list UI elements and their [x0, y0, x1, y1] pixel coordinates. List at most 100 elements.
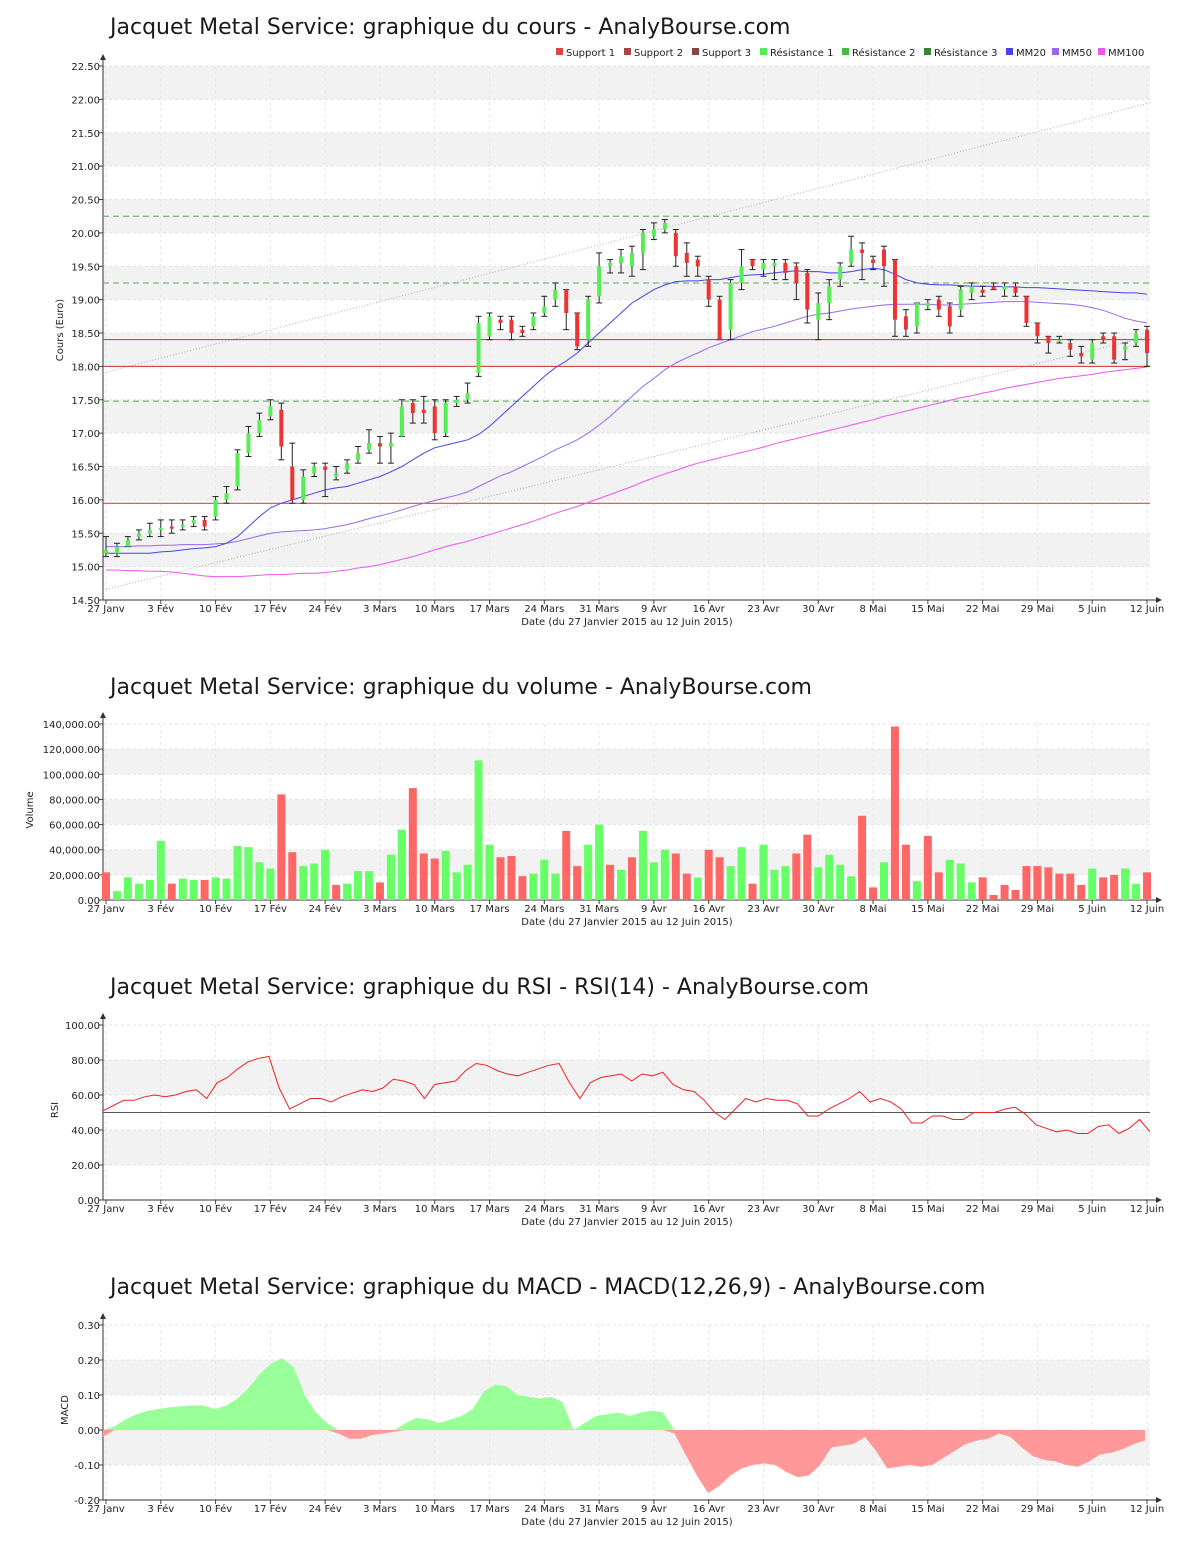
candle [486, 312, 493, 341]
legend-label: MM100 [1108, 48, 1144, 59]
macd-x-tick-label: 3 Mars [363, 1504, 397, 1515]
price-y-tick-label: 22.50 [71, 62, 100, 73]
rsi-y-tick-label: 80.00 [71, 1056, 100, 1067]
volume-bar [518, 876, 527, 900]
candle [1111, 332, 1118, 364]
volume-bar [112, 891, 121, 900]
volume-panel: 0.00 20,000.00 40,000.00 60,000.00 80,000.00… [43, 712, 1164, 915]
volume-bar [956, 863, 965, 900]
rsi-y-tick-label: 100.00 [65, 1021, 100, 1032]
candle-body [377, 443, 382, 447]
candle-body [925, 302, 930, 307]
price-y-tick-label: 19.00 [71, 296, 100, 307]
macd-y-label: MACD [60, 1395, 71, 1425]
volume-bar [617, 869, 626, 900]
candle [1133, 329, 1140, 347]
volume-bar [737, 847, 746, 900]
candle [650, 222, 657, 241]
candle-body [366, 443, 371, 450]
price-y-label: Cours (Euro) [55, 299, 66, 362]
macd-x-tick-label: 31 Mars [579, 1504, 619, 1515]
volume-bar [255, 862, 264, 900]
volume-bar [441, 850, 450, 900]
rsi-x-tick-label: 22 Mai [966, 1204, 999, 1215]
candle [409, 399, 416, 424]
volume-bar [638, 830, 647, 900]
candle [387, 432, 394, 464]
candle-body [158, 527, 163, 530]
candle-body [958, 289, 963, 310]
macd-y-tick-label: 0.20 [78, 1356, 100, 1367]
candle [793, 262, 800, 301]
price-band [103, 66, 1150, 100]
volume-bar [1044, 867, 1053, 900]
candle [891, 259, 898, 337]
candle [552, 282, 559, 307]
legend-label: MM20 [1016, 48, 1046, 59]
volume-x-tick-label: 3 Mars [363, 904, 397, 915]
candle-body [947, 306, 952, 327]
candle-body [191, 519, 196, 524]
candle [672, 229, 679, 267]
volume-bar [890, 726, 899, 900]
candle-body [356, 453, 361, 460]
candle [574, 312, 581, 351]
candle [738, 249, 745, 291]
rsi-x-tick-label: 24 Mars [524, 1204, 564, 1215]
volume-x-tick-label: 12 Juin [1130, 904, 1164, 915]
candle [815, 292, 822, 341]
price-x-tick-label: 17 Fév [254, 603, 287, 615]
candle-body [860, 249, 865, 253]
volume-bar [452, 872, 461, 900]
price-x-tick-label: 30 Avr [802, 604, 835, 615]
candle [771, 259, 778, 281]
candle [431, 399, 438, 441]
candle-body [279, 409, 284, 447]
volume-chart: Jacquet Metal Service: graphique du volu… [25, 675, 1164, 928]
price-x-tick-label: 16 Avr [693, 604, 726, 615]
rsi-line [102, 1055, 1151, 1135]
volume-y-label: Volume [25, 791, 36, 828]
candle-body [706, 279, 711, 300]
candle-body [662, 222, 667, 230]
candle-body [421, 409, 426, 414]
candle-body [213, 499, 218, 517]
price-x-tick-label: 12 Juin [1130, 604, 1164, 615]
volume-bar [474, 760, 483, 900]
candle-body [1013, 286, 1018, 293]
candle-body [180, 525, 185, 528]
legend-swatch [692, 48, 699, 55]
volume-x-tick-label: 15 Mai [911, 904, 944, 915]
legend-label: MM50 [1062, 48, 1092, 59]
macd-y-tick-label: -0.10 [74, 1461, 100, 1472]
candle [1001, 282, 1008, 297]
candle [924, 299, 931, 311]
macd-x-tick-label: 12 Juin [1130, 1504, 1164, 1515]
candle-body [827, 286, 832, 303]
candle [135, 529, 142, 541]
volume-bar [989, 894, 998, 900]
candle-body [136, 533, 141, 537]
candle [1034, 322, 1041, 344]
rsi-x-axis-arrow [1156, 1197, 1162, 1203]
volume-x-tick-label: 10 Mars [415, 904, 455, 915]
volume-bar [233, 845, 242, 900]
candle [1012, 282, 1019, 297]
price-y-tick-label: 19.50 [71, 262, 100, 273]
volume-bar [978, 877, 987, 900]
legend-swatch [1052, 48, 1059, 55]
rsi-x-tick-label: 8 Mai [860, 1204, 887, 1215]
candle-body [783, 262, 788, 273]
volume-bar [145, 879, 154, 900]
candle [990, 282, 997, 291]
candle-body [114, 546, 119, 554]
volume-bar [693, 877, 702, 900]
candle-body [1068, 343, 1073, 350]
candle-body [1035, 322, 1040, 337]
candle-body [1046, 336, 1051, 344]
candle-body [871, 259, 876, 263]
volume-x-tick-label: 24 Mars [524, 904, 564, 915]
candle [256, 412, 263, 437]
candle-body [323, 466, 328, 470]
volume-bar [792, 853, 801, 900]
